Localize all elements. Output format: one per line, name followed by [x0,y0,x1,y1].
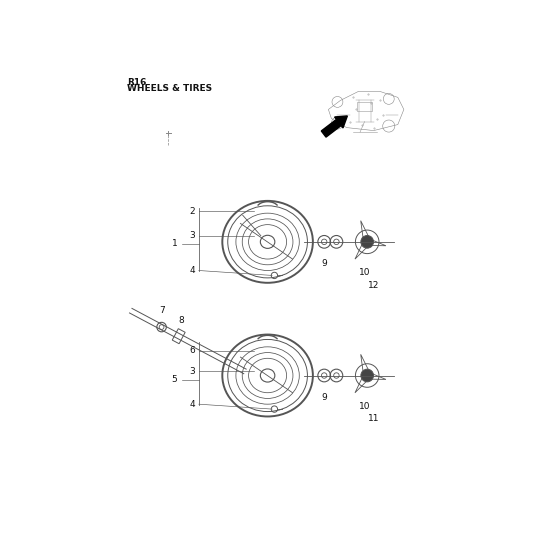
Bar [357,102,372,111]
Text: 5: 5 [171,375,177,384]
Text: 4: 4 [190,266,195,275]
Circle shape [361,236,374,248]
Text: R16: R16 [128,78,147,87]
Text: 12: 12 [368,281,380,290]
Text: 3: 3 [190,367,195,376]
FancyArrow shape [321,116,347,137]
Text: 1: 1 [171,239,177,249]
Text: 2: 2 [190,207,195,216]
Text: 10: 10 [359,402,371,411]
Text: WHEELS & TIRES: WHEELS & TIRES [128,85,213,94]
Text: 6: 6 [190,347,195,356]
Circle shape [361,369,374,382]
Text: 9: 9 [321,259,327,268]
Text: 10: 10 [359,268,371,277]
Text: 3: 3 [190,231,195,240]
Text: 9: 9 [321,393,327,402]
Text: 11: 11 [368,414,380,423]
Text: 8: 8 [178,316,184,325]
Text: 7: 7 [160,306,165,315]
Text: 4: 4 [190,400,195,409]
